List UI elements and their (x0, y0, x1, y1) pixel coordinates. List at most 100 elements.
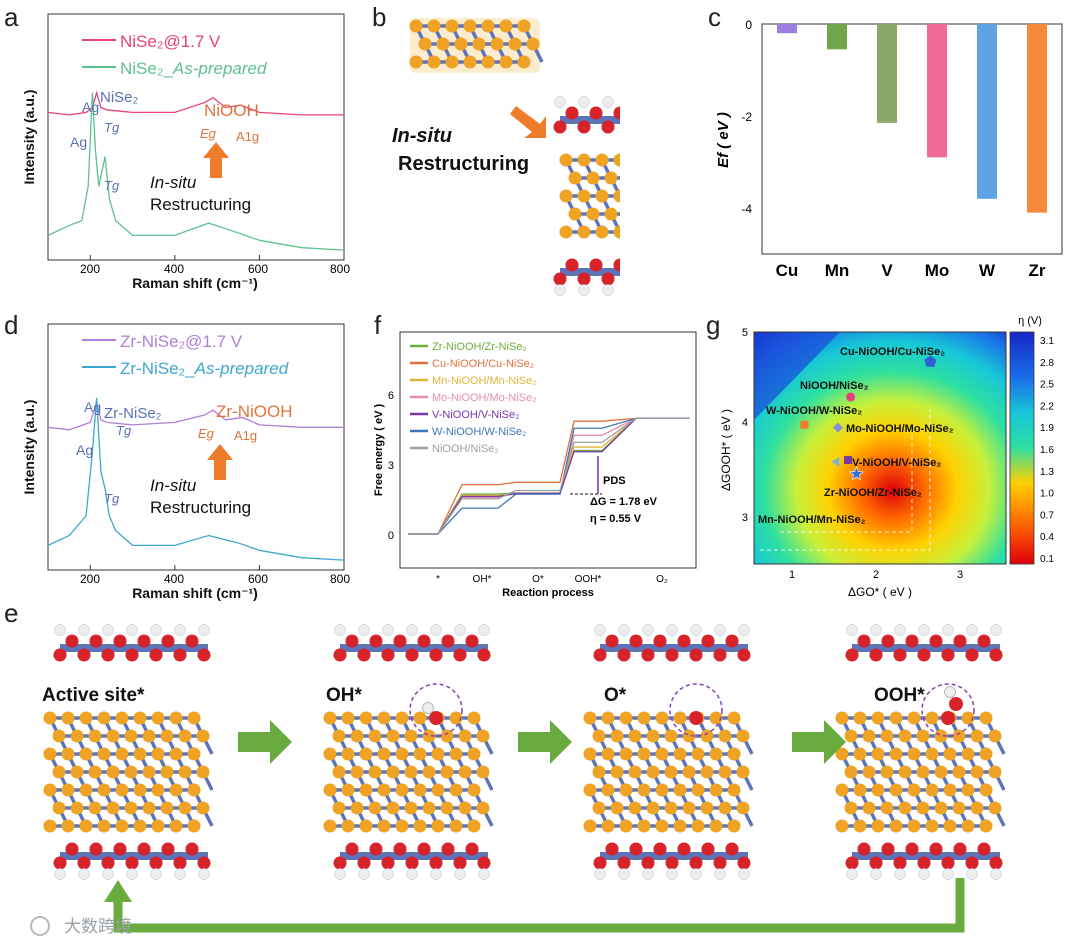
stage-bottom-layer-3 (845, 842, 1003, 880)
peak-label-ag-lower: Ag (70, 134, 87, 150)
x-tick-c-cu: Cu (776, 261, 799, 280)
niooh-bottom-atoms (553, 258, 620, 296)
adsorbate-o-2 (689, 711, 703, 725)
legend-label-lower: NiSe₂_As-prepared (120, 59, 267, 78)
watermark-logo-icon (30, 916, 50, 936)
x-tick-d-600: 600 (248, 572, 268, 586)
series-line-nise2-as-prepared (47, 92, 345, 251)
marker-5 (849, 466, 864, 481)
y-tick-f-0: 0 (388, 530, 394, 542)
structure-panel-b: In-situ Restructuring (392, 18, 620, 296)
colorbar-tick-7: 1.0 (1040, 489, 1054, 500)
peak-label-zr-niooh: Zr-NiOOH (216, 402, 292, 421)
nise2-core-atoms (559, 153, 620, 239)
peak-label-tg-upper: Tg (104, 120, 120, 135)
point-label-w: W-NiOOH/W-NiSe₂ (766, 405, 862, 417)
x-tick-f-2: O* (532, 574, 544, 585)
formation-energy-chart-c: 0 -2 -4 Ef ( eV ) Cu Mn V Mo W Zr (715, 18, 1063, 280)
panel-letter-d: d (4, 310, 19, 340)
point-label-v: V-NiOOH/V-NiSe₂ (852, 457, 941, 469)
legend-label-f-3: Mo-NiOOH/Mo-NiSe₂ (432, 392, 537, 404)
watermark: 大数跨境 (64, 917, 132, 936)
panel-letter-f: f (374, 310, 382, 340)
legend-label-f-5: W-NiOOH/W-NiSe₂ (432, 426, 526, 438)
colorbar-tick-6: 1.3 (1040, 467, 1054, 478)
colorbar-title: η (V) (1018, 315, 1042, 327)
stage-structure-3 (835, 624, 1006, 880)
legend-label-f-0: Zr-NiOOH/Zr-NiSe₂ (432, 341, 527, 353)
x-tick-d-400: 400 (164, 572, 184, 586)
x-tick-a-600: 600 (248, 262, 268, 276)
y-tick-c-4: -4 (741, 202, 752, 216)
niooh-top-layer-image (553, 96, 620, 134)
x-tick-f-0: * (436, 574, 440, 585)
y-tick-g-3: 3 (742, 512, 748, 524)
adsorbate-h-3 (944, 686, 956, 698)
y-axis-label-f: Free energy ( eV ) (373, 404, 385, 497)
x-tick-a-200: 200 (80, 262, 100, 276)
nise2-core-image (559, 153, 620, 239)
restructuring-label-a: Restructuring (150, 195, 251, 214)
stage-core-0 (43, 711, 214, 833)
x-axis-label-f: Reaction process (502, 587, 594, 599)
stage-structure-1 (323, 624, 494, 880)
point-label-nise2: NiOOH/NiSe₂ (800, 380, 869, 392)
x-tick-a-400: 400 (164, 262, 184, 276)
stage-structure-2 (583, 624, 754, 880)
y-axis-label-c: Ef ( eV ) (715, 112, 732, 168)
stage-bottom-layer-1 (333, 842, 491, 880)
adsorbate-o-3 (941, 711, 955, 725)
stage-top-layer-3 (845, 624, 1003, 662)
stage-top-layer-1 (333, 624, 491, 662)
adsorbate-o-1 (429, 711, 443, 725)
stage-label-ooh: OOH* (874, 685, 925, 706)
cycle-return-arrow (113, 878, 965, 933)
mechanism-panel-e: Active site* OH* O* OOH* 大数跨境 (30, 624, 1006, 936)
x-axis-label-g: ΔGO* ( eV ) (848, 585, 912, 599)
step-arrow-2 (518, 720, 572, 764)
marker-2 (800, 420, 809, 429)
stage-core-3 (835, 711, 1006, 833)
x-tick-f-4: O₂ (656, 574, 668, 585)
restructuring-label-d: Restructuring (150, 498, 251, 517)
raman-chart-d: Zr-NiSe₂@1.7 V Zr-NiSe₂_As-prepared Ag Z… (21, 323, 350, 601)
colorbar-tick-4: 1.9 (1040, 423, 1054, 434)
series-line-zr-nise2-as-prepared (47, 397, 345, 561)
peak-label-a1g: A1g (236, 129, 259, 144)
x-axis-label-d: Raman shift (cm⁻¹) (132, 585, 258, 601)
x-tick-g-2: 2 (873, 569, 879, 581)
stage-label-active-site: Active site* (42, 685, 145, 706)
step-arrow-1 (238, 720, 292, 764)
axes-frame-f (399, 331, 697, 569)
adsorbate-highlight-1 (409, 683, 463, 737)
peak-label-eg: Eg (200, 126, 217, 141)
stage-core-1 (323, 711, 494, 833)
restructure-arrow-a (203, 142, 229, 178)
restructure-arrow-d (207, 444, 233, 480)
stage-top-layer-2 (593, 624, 751, 662)
axes-frame-a (47, 13, 345, 261)
peak-label-a1g-d: A1g (234, 428, 257, 443)
bar-mn (827, 24, 847, 50)
pds-label: PDS (603, 475, 626, 487)
peak-label-ag-upper: Ag (82, 99, 99, 115)
insitu-label-b: In-situ (392, 125, 452, 147)
insitu-label-d: In-situ (150, 476, 197, 495)
colorbar-tick-0: 3.1 (1040, 336, 1054, 347)
panel-letter-g: g (706, 310, 721, 340)
delta-g-label: ΔG = 1.78 eV (590, 496, 658, 508)
stage-core-2 (583, 711, 754, 833)
panel-letter-b: b (372, 2, 387, 32)
panel-letter-c: c (708, 2, 721, 32)
energy-path-5 (408, 417, 690, 535)
peak-label-zr-nise2: Zr-NiSe₂ (104, 405, 162, 422)
energy-path-1 (408, 417, 690, 535)
step-arrow-3 (792, 720, 846, 764)
x-tick-c-mo: Mo (925, 261, 950, 280)
y-tick-c-0: 0 (745, 18, 752, 32)
eta-label: η = 0.55 V (590, 513, 642, 525)
legend-label-upper-d: Zr-NiSe₂@1.7 V (120, 332, 243, 351)
axes-frame-d (47, 323, 345, 571)
legend-label-f-2: Mn-NiOOH/Mn-NiSe₂ (432, 375, 537, 387)
niooh-bottom-layer-image (553, 258, 620, 296)
